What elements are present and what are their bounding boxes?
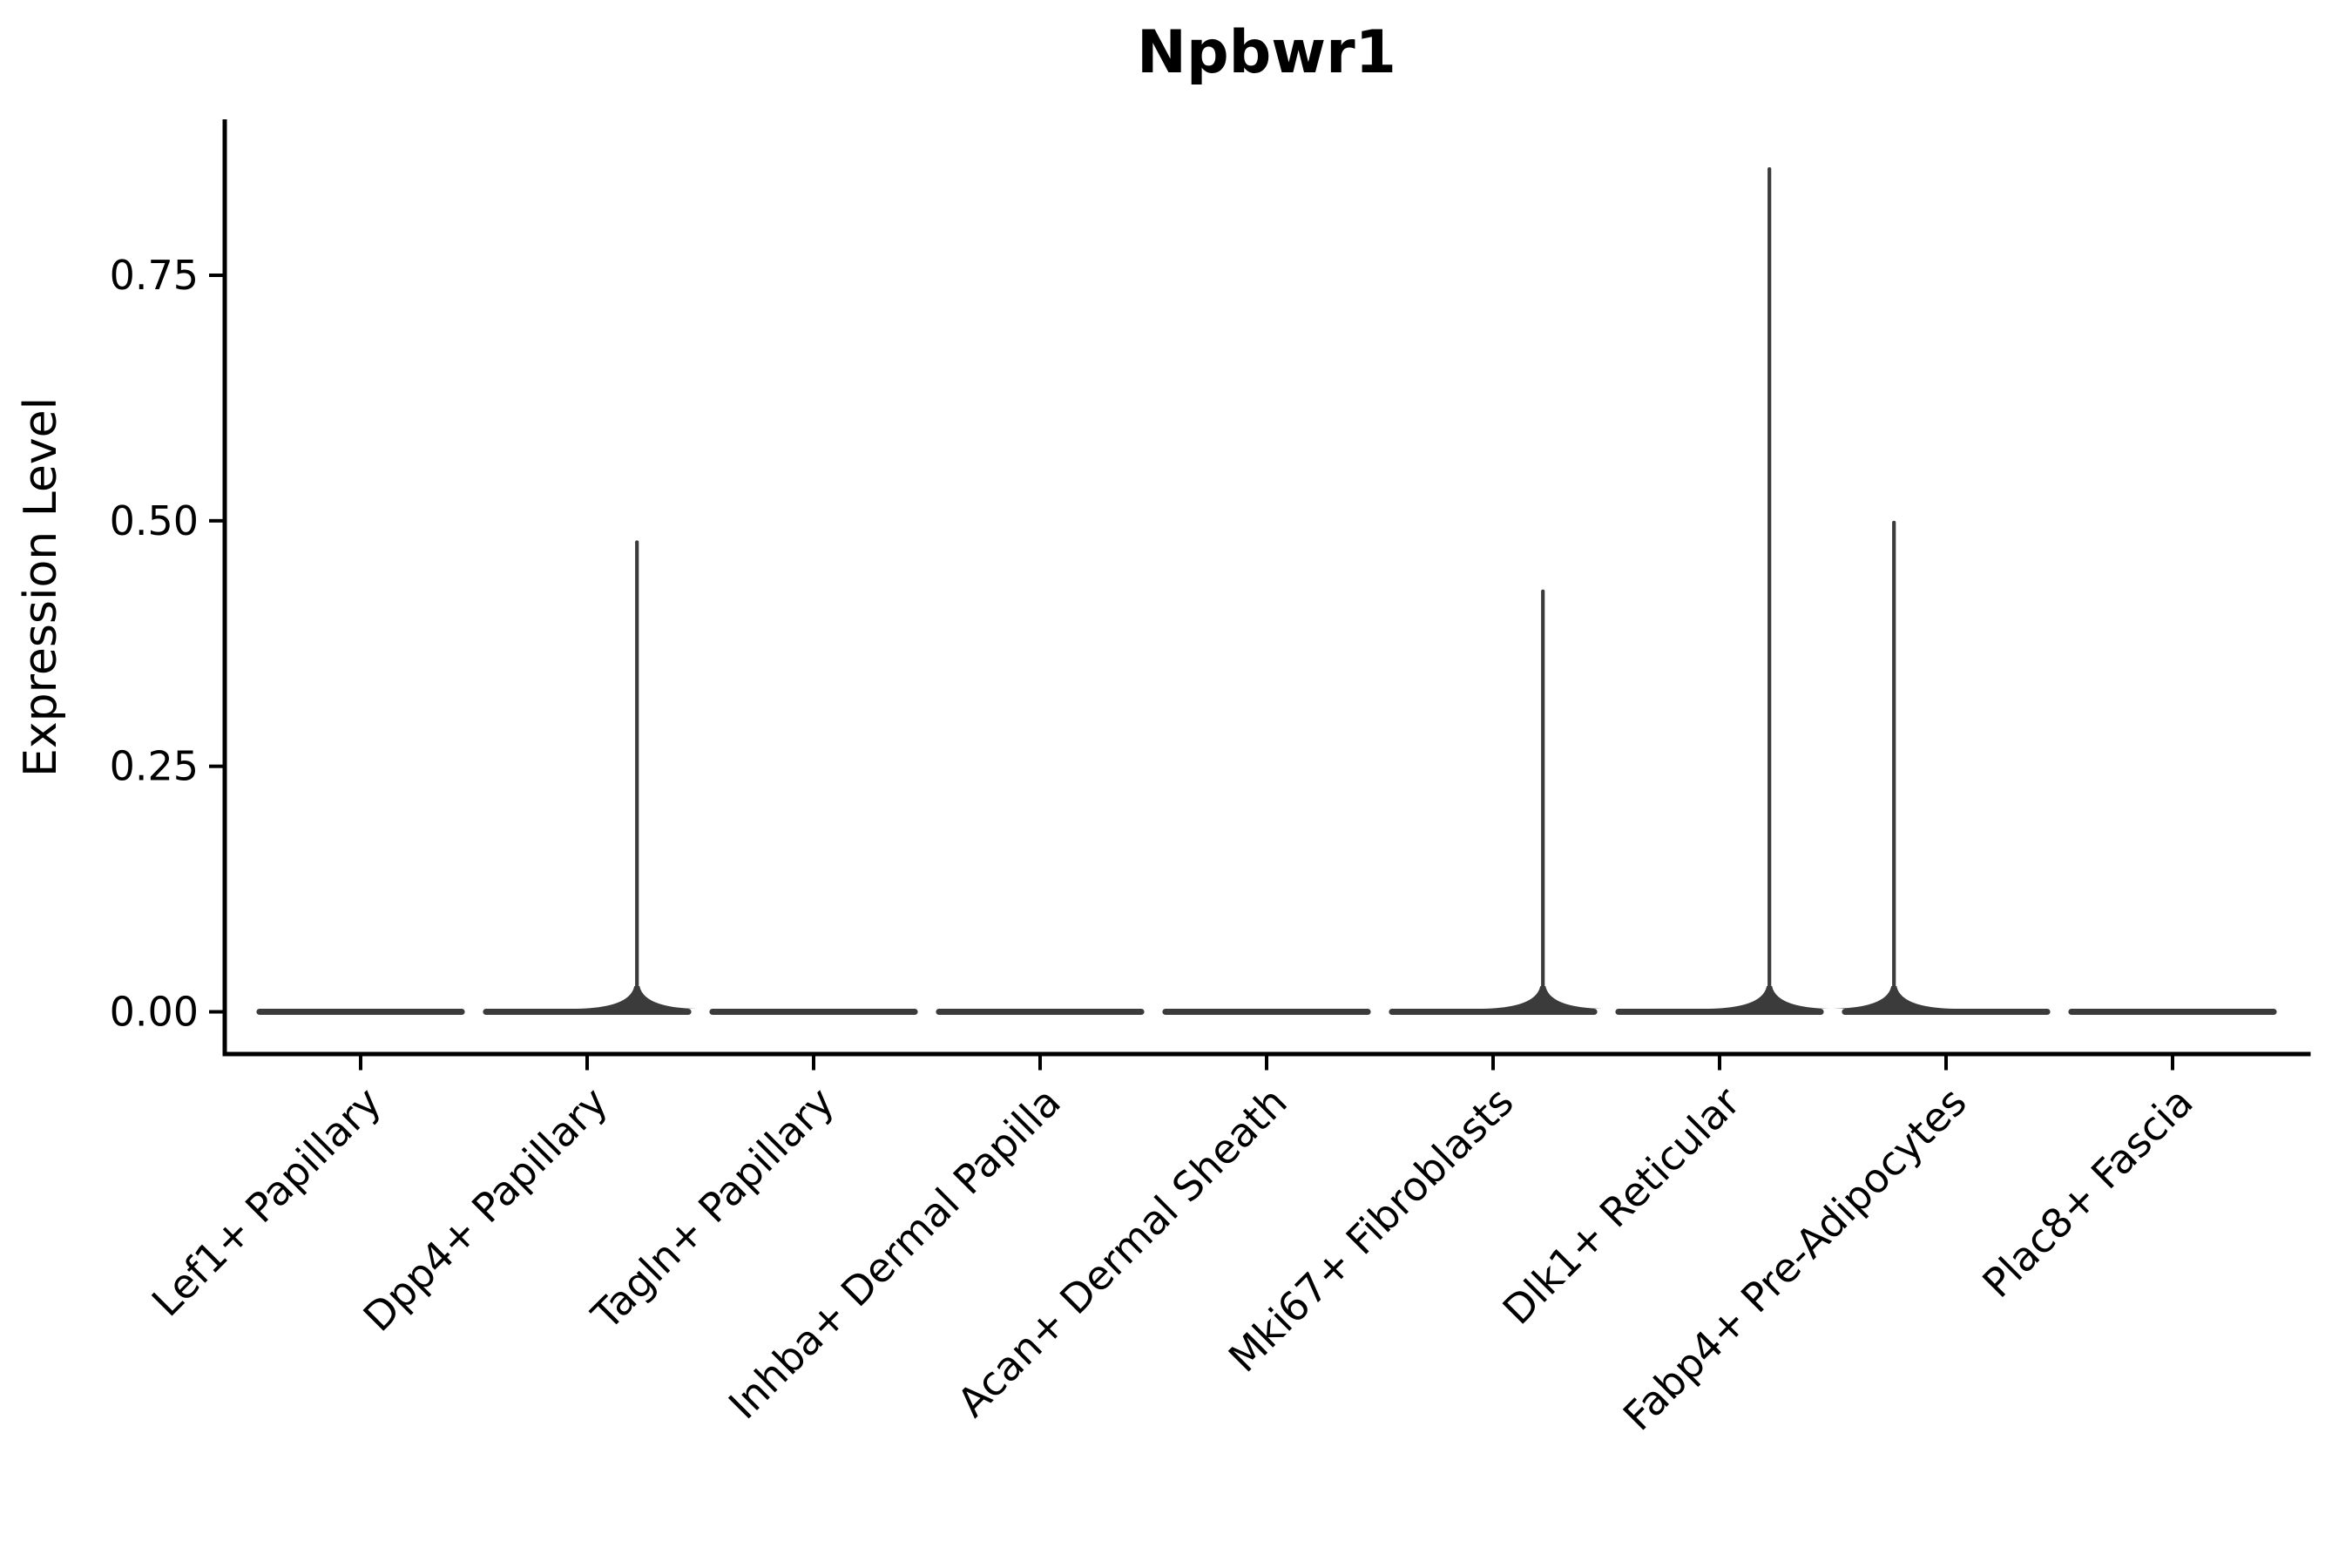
- y-tick: [209, 518, 225, 523]
- violin-tail-base: [576, 986, 699, 1010]
- x-tick: [585, 1056, 589, 1071]
- x-tick: [1718, 1056, 1721, 1071]
- violin-tail-base: [1482, 986, 1605, 1010]
- violin-tail-base: [1833, 986, 1956, 1010]
- violin-tail: [635, 540, 639, 1014]
- violin-body: [1842, 1009, 2051, 1016]
- violin-body: [1389, 1009, 1598, 1016]
- x-tick: [812, 1056, 815, 1071]
- x-tick-label: Lef1+ Papillary: [143, 1078, 390, 1326]
- x-tick: [359, 1056, 362, 1071]
- violin-body: [2068, 1009, 2277, 1016]
- x-tick-label: Dpp4+ Papillary: [355, 1078, 617, 1341]
- violin-tail: [1541, 589, 1545, 1014]
- chart-title: Npbwr1: [1137, 18, 1396, 87]
- violin-tail-base: [1708, 986, 1831, 1010]
- y-axis-label: Expression Level: [15, 397, 67, 777]
- violin-tail: [1892, 520, 1896, 1014]
- y-tick-label: 0.75: [110, 252, 199, 299]
- y-tick: [209, 273, 225, 277]
- y-tick: [209, 764, 225, 768]
- violin-tail: [1767, 166, 1772, 1014]
- x-tick: [1491, 1056, 1495, 1071]
- violin-body: [483, 1009, 692, 1016]
- x-tick-label: Dlk1+ Reticular: [1494, 1078, 1749, 1334]
- y-tick-label: 0.25: [110, 743, 199, 790]
- violin-body: [709, 1009, 918, 1016]
- x-tick: [1944, 1056, 1948, 1071]
- x-tick-label: Plac8+ Fascia: [1973, 1078, 2201, 1307]
- violin-body: [1162, 1009, 1371, 1016]
- violin-body: [1615, 1009, 1824, 1016]
- y-tick: [209, 1010, 225, 1014]
- x-tick: [1038, 1056, 1042, 1071]
- y-tick-label: 0.50: [110, 497, 199, 544]
- y-tick-label: 0.00: [110, 989, 199, 1036]
- violin-body: [256, 1009, 465, 1016]
- x-axis-spine: [222, 1051, 2311, 1057]
- x-tick-label: Tagln+ Papillary: [582, 1078, 843, 1340]
- x-tick: [1265, 1056, 1268, 1071]
- x-tick: [2171, 1056, 2174, 1071]
- violin-body: [936, 1009, 1145, 1016]
- y-axis-spine: [222, 119, 227, 1057]
